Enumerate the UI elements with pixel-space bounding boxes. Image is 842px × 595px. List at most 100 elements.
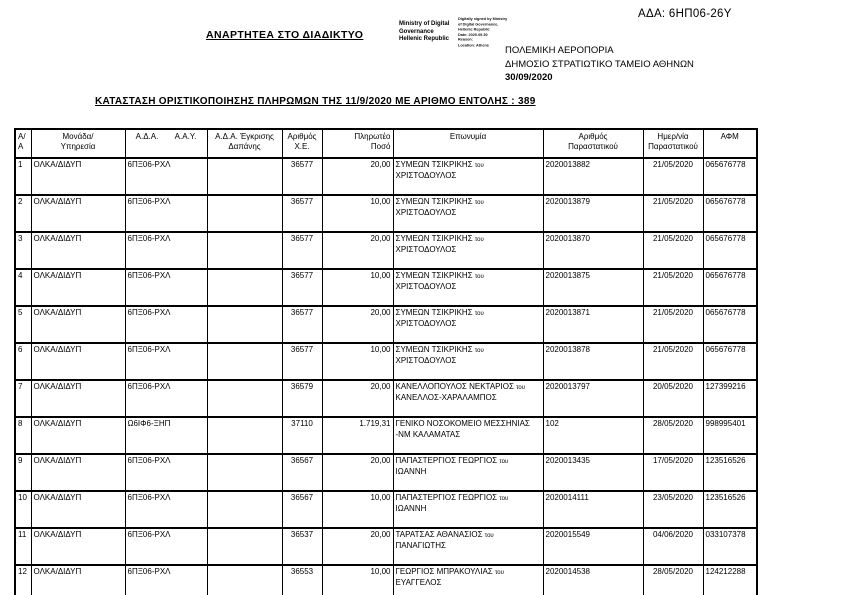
signature-line: Reason: (458, 36, 473, 42)
payments-table: Α/Α Μονάδα/ Υπηρεσία Α.Δ.Α. Α.Α.Υ. Α.Δ.Α… (14, 128, 758, 595)
payee-main-name: ΓΕΩΡΓΙΟΣ ΜΠΡΑΚΟΥΛΙΑΣ (395, 567, 493, 576)
cell-afm: 123516526 (702, 490, 758, 529)
payee-second-line: ΕΥΑΓΓΕΛΟΣ (395, 578, 442, 587)
page-title: ΚΑΤΑΣΤΑΣΗ ΟΡΙΣΤΙΚΟΠΟΙΗΣΗΣ ΠΛΗΡΩΜΩΝ ΤΗΣ 1… (95, 96, 536, 107)
signature-line: Hellenic Republic (458, 26, 490, 32)
cell-ada-aay: 6ΠΞ06-ΡΧΛ (124, 490, 208, 529)
table-row: 12 ΟΛΚΑ/ΔΙΔΥΠ 6ΠΞ06-ΡΧΛ 36553 10,00 ΓΕΩΡ… (14, 564, 758, 595)
payee-main-name: ΤΑΡΑΤΣΑΣ ΑΘΑΝΑΣΙΟΣ (395, 530, 483, 539)
stamp-line: Hellenic Republic (399, 36, 450, 42)
cell-afm: 065676778 (702, 231, 758, 270)
cell-payable-amount: 20,00 (321, 527, 394, 566)
table-row: 2 ΟΛΚΑ/ΔΙΔΥΠ 6ΠΞ06-ΡΧΛ 36577 10,00 ΣΥΜΕΩ… (14, 194, 758, 233)
cell-row-number: 1 (14, 157, 32, 196)
cell-ada-approval (206, 342, 283, 381)
organization-block: ΠΟΛΕΜΙΚΗ ΑΕΡΟΠΟΡΙΑ ΔΗΜΟΣΙΟ ΣΤΡΑΤΙΩΤΙΚΟ Τ… (505, 44, 694, 85)
table-row: 5 ΟΛΚΑ/ΔΙΔΥΠ 6ΠΞ06-ΡΧΛ 36577 20,00 ΣΥΜΕΩ… (14, 305, 758, 344)
table-header-row: Α/Α Μονάδα/ Υπηρεσία Α.Δ.Α. Α.Α.Υ. Α.Δ.Α… (14, 128, 758, 159)
signature-line: Date: 2020.09.30 (458, 31, 488, 37)
cell-ada-approval (206, 490, 283, 529)
cell-document-number: 2020013435 (542, 453, 644, 492)
cell-ada-approval (206, 527, 283, 566)
payee-tou: του (474, 311, 484, 317)
cell-unit: ΟΛΚΑ/ΔΙΔΥΠ (30, 194, 126, 233)
cell-document-date: 21/05/2020 (642, 305, 704, 344)
cell-ada-aay: 6ΠΞ06-ΡΧΛ (124, 342, 208, 381)
cell-ada-approval (206, 416, 283, 455)
col-header-payable-amount: Πληρωτέο Ποσό (321, 128, 394, 159)
cell-payee-name: ΣΥΜΕΩΝ ΤΣΙΚΡΙΚΗΣ του ΧΡΙΣΤΟΔΟΥΛΟΣ (392, 342, 544, 381)
cell-payee-name: ΓΕΝΙΚΟ ΝΟΣΟΚΟΜΕΙΟ ΜΕΣΣΗΝΙΑΣ -ΝΜ ΚΑΛΑΜΑΤΑ… (392, 416, 544, 455)
cell-row-number: 3 (14, 231, 32, 270)
organization-fund: ΔΗΜΟΣΙΟ ΣΤΡΑΤΙΩΤΙΚΟ ΤΑΜΕΙΟ ΑΘΗΝΩΝ (505, 58, 694, 70)
cell-unit: ΟΛΚΑ/ΔΙΔΥΠ (30, 453, 126, 492)
cell-ada-aay: 6ΠΞ06-ΡΧΛ (124, 157, 208, 196)
payee-main-name: ΠΑΠΑΣΤΕΡΓΙΟΣ ΓΕΩΡΓΙΟΣ (395, 493, 498, 502)
cell-unit: ΟΛΚΑ/ΔΙΔΥΠ (30, 490, 126, 529)
cell-row-number: 9 (14, 453, 32, 492)
cell-row-number: 8 (14, 416, 32, 455)
cell-afm: 123516526 (702, 453, 758, 492)
col-header-ada-approval: Α.Δ.Α. Έγκρισης Δαπάνης (206, 128, 283, 159)
col-header-document-number: Αριθμός Παραστατικού (542, 128, 644, 159)
cell-xe-number: 37110 (281, 416, 323, 455)
cell-row-number: 5 (14, 305, 32, 344)
cell-document-number: 2020013878 (542, 342, 644, 381)
table-row: 11 ΟΛΚΑ/ΔΙΔΥΠ 6ΠΞ06-ΡΧΛ 36537 20,00 ΤΑΡΑ… (14, 527, 758, 566)
cell-ada-aay: 6ΠΞ06-ΡΧΛ (124, 564, 208, 595)
cell-payable-amount: 20,00 (321, 305, 394, 344)
payee-tou: του (499, 459, 509, 465)
table-row: 1 ΟΛΚΑ/ΔΙΔΥΠ 6ΠΞ06-ΡΧΛ 36577 20,00 ΣΥΜΕΩ… (14, 157, 758, 196)
cell-payee-name: ΣΥΜΕΩΝ ΤΣΙΚΡΙΚΗΣ του ΧΡΙΣΤΟΔΟΥΛΟΣ (392, 305, 544, 344)
cell-payable-amount: 10,00 (321, 490, 394, 529)
cell-ada-approval (206, 564, 283, 595)
cell-unit: ΟΛΚΑ/ΔΙΔΥΠ (30, 416, 126, 455)
cell-unit: ΟΛΚΑ/ΔΙΔΥΠ (30, 379, 126, 418)
cell-document-date: 28/05/2020 (642, 564, 704, 595)
cell-payable-amount: 10,00 (321, 342, 394, 381)
payee-tou: του (474, 274, 484, 280)
cell-document-date: 23/05/2020 (642, 490, 704, 529)
col-header-ada-aay: Α.Δ.Α. Α.Α.Υ. (124, 128, 208, 159)
cell-ada-approval (206, 453, 283, 492)
payee-second-line: ΙΩΑΝΝΗ (395, 467, 427, 476)
cell-document-date: 21/05/2020 (642, 268, 704, 307)
payee-second-line: ΧΡΙΣΤΟΔΟΥΛΟΣ (395, 319, 457, 328)
table-row: 4 ΟΛΚΑ/ΔΙΔΥΠ 6ΠΞ06-ΡΧΛ 36577 10,00 ΣΥΜΕΩ… (14, 268, 758, 307)
payee-tou: του (484, 533, 494, 539)
payee-tou: του (474, 163, 484, 169)
signature-line: Digitally signed by Ministry (458, 16, 508, 21)
cell-payable-amount: 10,00 (321, 194, 394, 233)
cell-row-number: 11 (14, 527, 32, 566)
payee-main-name: ΣΥΜΕΩΝ ΤΣΙΚΡΙΚΗΣ (395, 308, 473, 317)
cell-ada-aay: 6ΠΞ06-ΡΧΛ (124, 453, 208, 492)
cell-xe-number: 36567 (281, 490, 323, 529)
cell-document-date: 21/05/2020 (642, 342, 704, 381)
payee-main-name: ΚΑΝΕΛΛΟΠΟΥΛΟΣ ΝΕΚΤΑΡΙΟΣ (395, 382, 514, 391)
cell-ada-approval (206, 305, 283, 344)
table-row: 7 ΟΛΚΑ/ΔΙΔΥΠ 6ΠΞ06-ΡΧΛ 36579 20,00 ΚΑΝΕΛ… (14, 379, 758, 418)
cell-ada-approval (206, 379, 283, 418)
cell-afm: 065676778 (702, 157, 758, 196)
payee-second-line: ΧΡΙΣΤΟΔΟΥΛΟΣ (395, 245, 457, 254)
table-row: 3 ΟΛΚΑ/ΔΙΔΥΠ 6ΠΞ06-ΡΧΛ 36577 20,00 ΣΥΜΕΩ… (14, 231, 758, 270)
payee-main-name: ΣΥΜΕΩΝ ΤΣΙΚΡΙΚΗΣ (395, 234, 473, 243)
payee-tou: του (499, 496, 509, 502)
cell-document-number: 2020013882 (542, 157, 644, 196)
ministry-stamp: Ministry of Digital Governance Hellenic … (399, 21, 457, 44)
cell-unit: ΟΛΚΑ/ΔΙΔΥΠ (30, 305, 126, 344)
cell-xe-number: 36577 (281, 305, 323, 344)
cell-document-number: 2020013879 (542, 194, 644, 233)
cell-unit: ΟΛΚΑ/ΔΙΔΥΠ (30, 231, 126, 270)
cell-document-date: 04/06/2020 (642, 527, 704, 566)
payee-second-line: ΧΡΙΣΤΟΔΟΥΛΟΣ (395, 208, 457, 217)
stamp-line: Governance (399, 28, 434, 35)
cell-document-date: 21/05/2020 (642, 231, 704, 270)
signature-line: of Digital Governance, (458, 21, 499, 26)
cell-payee-name: ΠΑΠΑΣΤΕΡΓΙΟΣ ΓΕΩΡΓΙΟΣ του ΙΩΑΝΝΗ (392, 453, 544, 492)
cell-xe-number: 36553 (281, 564, 323, 595)
cell-afm: 065676778 (702, 305, 758, 344)
cell-ada-aay: 6ΠΞ06-ΡΧΛ (124, 379, 208, 418)
payee-main-name: ΣΥΜΕΩΝ ΤΣΙΚΡΙΚΗΣ (395, 345, 473, 354)
